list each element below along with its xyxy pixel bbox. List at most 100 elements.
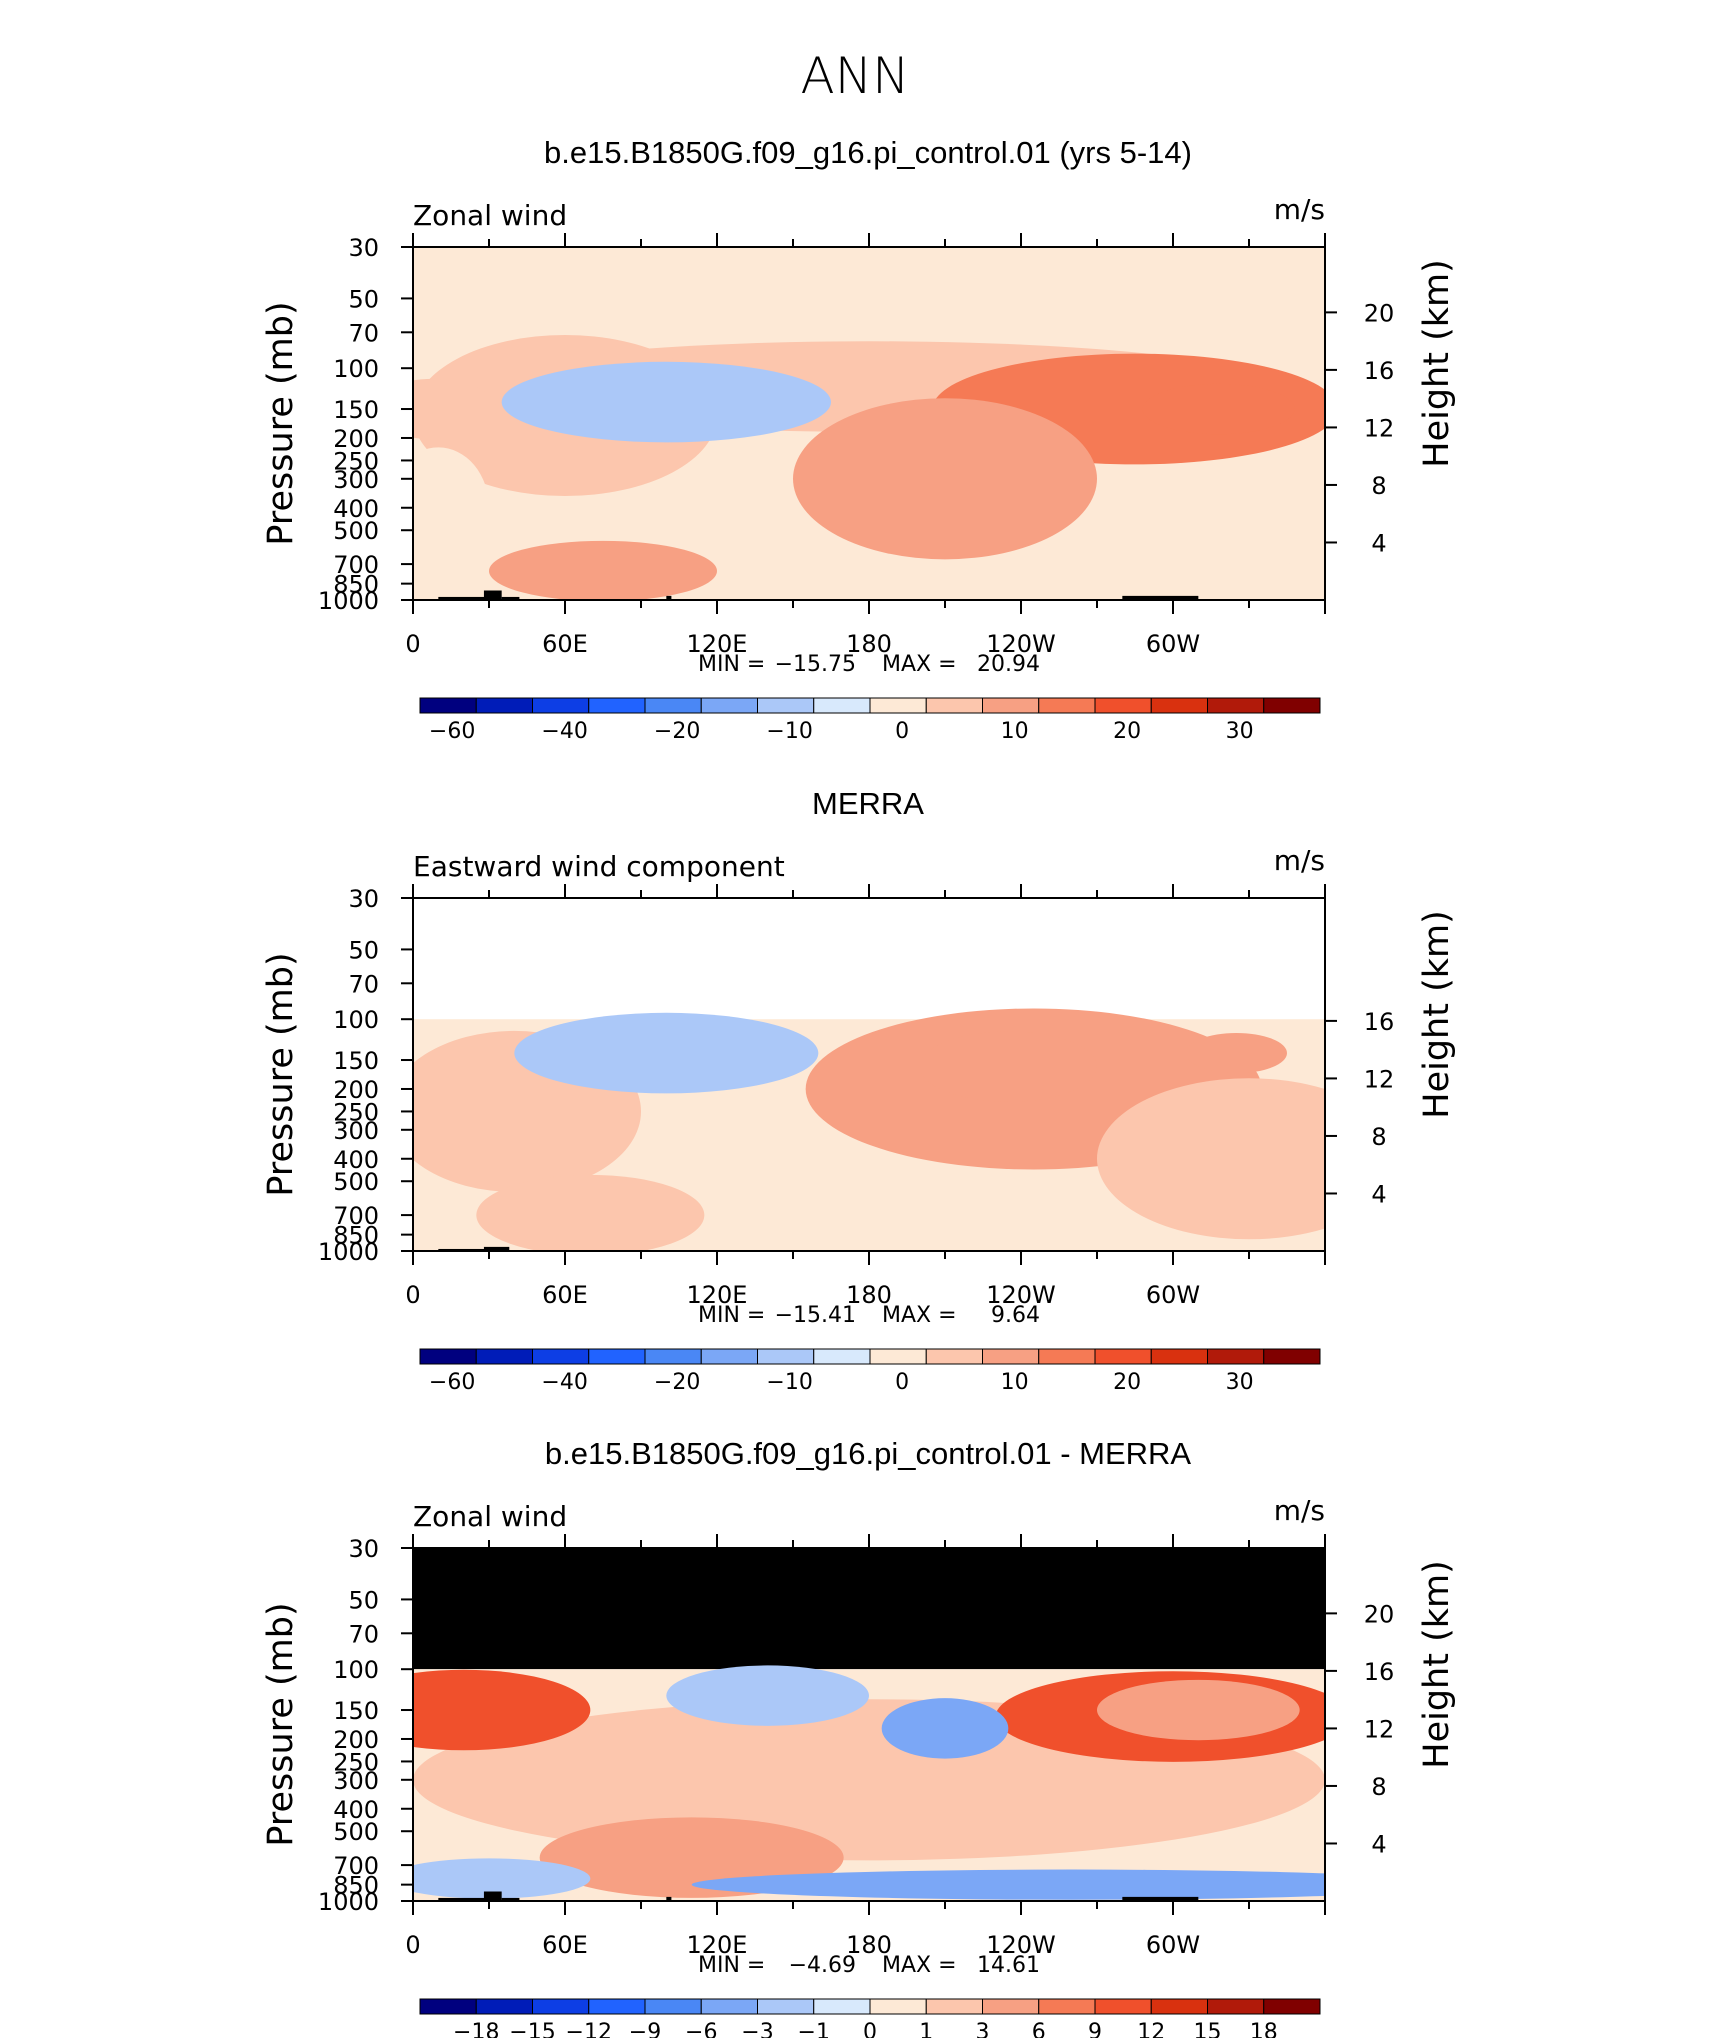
colorbar-label: −10 bbox=[766, 719, 812, 744]
colorbar-label: 12 bbox=[1137, 2020, 1165, 2038]
colorbar-segment bbox=[700, 1998, 758, 2015]
y-tick-label: 30 bbox=[348, 234, 379, 262]
units-label: m/s bbox=[1274, 193, 1325, 226]
y-tick-label: 100 bbox=[333, 355, 379, 383]
contour-region bbox=[881, 1698, 1009, 1759]
y-right-tick-label: 4 bbox=[1371, 1830, 1386, 1858]
colorbar-segment bbox=[532, 697, 590, 714]
colorbar-segment bbox=[982, 1348, 1040, 1365]
y-right-tick-label: 20 bbox=[1364, 299, 1395, 327]
contour-region bbox=[489, 540, 717, 600]
colorbar-label: −40 bbox=[541, 719, 587, 744]
y-tick-label: 850 bbox=[333, 571, 379, 599]
y-tick-label: 150 bbox=[333, 1697, 379, 1725]
x-tick-label: 60E bbox=[542, 1931, 588, 1959]
colorbar-label: −1 bbox=[798, 2020, 830, 2038]
colorbar-label: 0 bbox=[895, 719, 909, 744]
y-right-tick-label: 8 bbox=[1371, 1123, 1386, 1151]
colorbar-segment bbox=[982, 697, 1040, 714]
colorbar-segment bbox=[757, 1348, 815, 1365]
y-tick-label: 50 bbox=[348, 1586, 379, 1614]
variable-label: Zonal wind bbox=[413, 1500, 567, 1533]
colorbar-label: 15 bbox=[1194, 2020, 1222, 2038]
colorbar-segment bbox=[475, 1998, 533, 2015]
y-tick-label: 250 bbox=[333, 447, 379, 475]
min-label: MIN = bbox=[698, 652, 765, 677]
field bbox=[413, 1548, 1325, 1901]
field bbox=[413, 898, 1325, 1251]
topography bbox=[1122, 595, 1199, 600]
units-label: m/s bbox=[1274, 1494, 1325, 1527]
contour-region bbox=[413, 447, 489, 569]
contour-region bbox=[1142, 383, 1295, 435]
colorbar-segment bbox=[869, 1998, 927, 2015]
y-tick-label: 500 bbox=[333, 1168, 379, 1196]
y-tick-label: 250 bbox=[333, 1098, 379, 1126]
y-tick-label: 1000 bbox=[318, 1238, 379, 1266]
contour-region bbox=[413, 378, 497, 440]
colorbar-label: −20 bbox=[654, 719, 700, 744]
max-label: MAX = bbox=[882, 652, 957, 677]
colorbar-segment bbox=[1207, 1348, 1265, 1365]
colorbar-segment bbox=[644, 1998, 702, 2015]
colorbar-label: 3 bbox=[976, 2020, 990, 2038]
contour-region bbox=[1097, 1679, 1300, 1741]
topography bbox=[483, 1891, 502, 1901]
missing-data-region bbox=[413, 1548, 1325, 1670]
colorbar-segment bbox=[588, 697, 646, 714]
colorbar-segment bbox=[588, 1348, 646, 1365]
y-right-tick-label: 16 bbox=[1364, 357, 1395, 385]
y-tick-label: 500 bbox=[333, 517, 379, 545]
colorbar-segment bbox=[1263, 1998, 1321, 2015]
x-tick-label: 60W bbox=[1146, 1931, 1200, 1959]
colorbar-label: −9 bbox=[629, 2020, 661, 2038]
contour-region bbox=[476, 1174, 705, 1251]
variable-label: Eastward wind component bbox=[413, 850, 785, 883]
contour-region bbox=[919, 1031, 1097, 1102]
y-tick-label: 700 bbox=[333, 1852, 379, 1880]
colorbar-segment bbox=[1263, 697, 1321, 714]
y-tick-label: 30 bbox=[348, 885, 379, 913]
topography bbox=[1122, 1896, 1199, 1901]
colorbar-segment bbox=[1150, 1348, 1208, 1365]
colorbar-segment bbox=[1150, 1998, 1208, 2015]
y-tick-label: 50 bbox=[348, 285, 379, 313]
colorbar-segment bbox=[532, 1998, 590, 2015]
y-tick-label: 30 bbox=[348, 1535, 379, 1563]
y-tick-label: 400 bbox=[333, 1796, 379, 1824]
y-tick-label: 100 bbox=[333, 1006, 379, 1034]
colorbar-segment bbox=[1094, 1348, 1152, 1365]
x-tick-label: 60E bbox=[542, 1281, 588, 1309]
colorbar-segment bbox=[644, 1348, 702, 1365]
topography bbox=[501, 596, 520, 600]
x-tick-label: 120E bbox=[687, 1281, 748, 1309]
x-tick-label: 180 bbox=[846, 630, 892, 658]
colorbar-label: 6 bbox=[1032, 2020, 1046, 2038]
colorbar-segment bbox=[1150, 697, 1208, 714]
max-value: 9.64 bbox=[991, 1303, 1040, 1328]
y-right-tick-label: 16 bbox=[1364, 1008, 1395, 1036]
colorbar-label: 0 bbox=[895, 1370, 909, 1395]
colorbar-label: −10 bbox=[766, 1370, 812, 1395]
colorbar-label: 30 bbox=[1226, 719, 1254, 744]
colorbar-label: 30 bbox=[1226, 1370, 1254, 1395]
y-axis-title: Pressure (mb) bbox=[261, 1602, 301, 1846]
colorbar-label: −18 bbox=[453, 2020, 499, 2038]
colorbar-segment bbox=[1094, 1998, 1152, 2015]
y-tick-label: 300 bbox=[333, 1767, 379, 1795]
panel-title: b.e15.B1850G.f09_g16.pi_control.01 - MER… bbox=[545, 1436, 1192, 1471]
topography bbox=[483, 590, 502, 600]
field bbox=[413, 247, 1325, 600]
y-tick-label: 50 bbox=[348, 936, 379, 964]
colorbar-segment bbox=[813, 1998, 871, 2015]
figure-title: ANN bbox=[800, 47, 909, 105]
contour-region bbox=[514, 1012, 819, 1094]
colorbar-label: −40 bbox=[541, 1370, 587, 1395]
topography bbox=[666, 595, 672, 600]
max-label: MAX = bbox=[882, 1303, 957, 1328]
colorbar-segment bbox=[1263, 1348, 1321, 1365]
colorbar-segment bbox=[419, 1998, 477, 2015]
y-tick-label: 200 bbox=[333, 1726, 379, 1754]
y-tick-label: 1000 bbox=[318, 587, 379, 615]
